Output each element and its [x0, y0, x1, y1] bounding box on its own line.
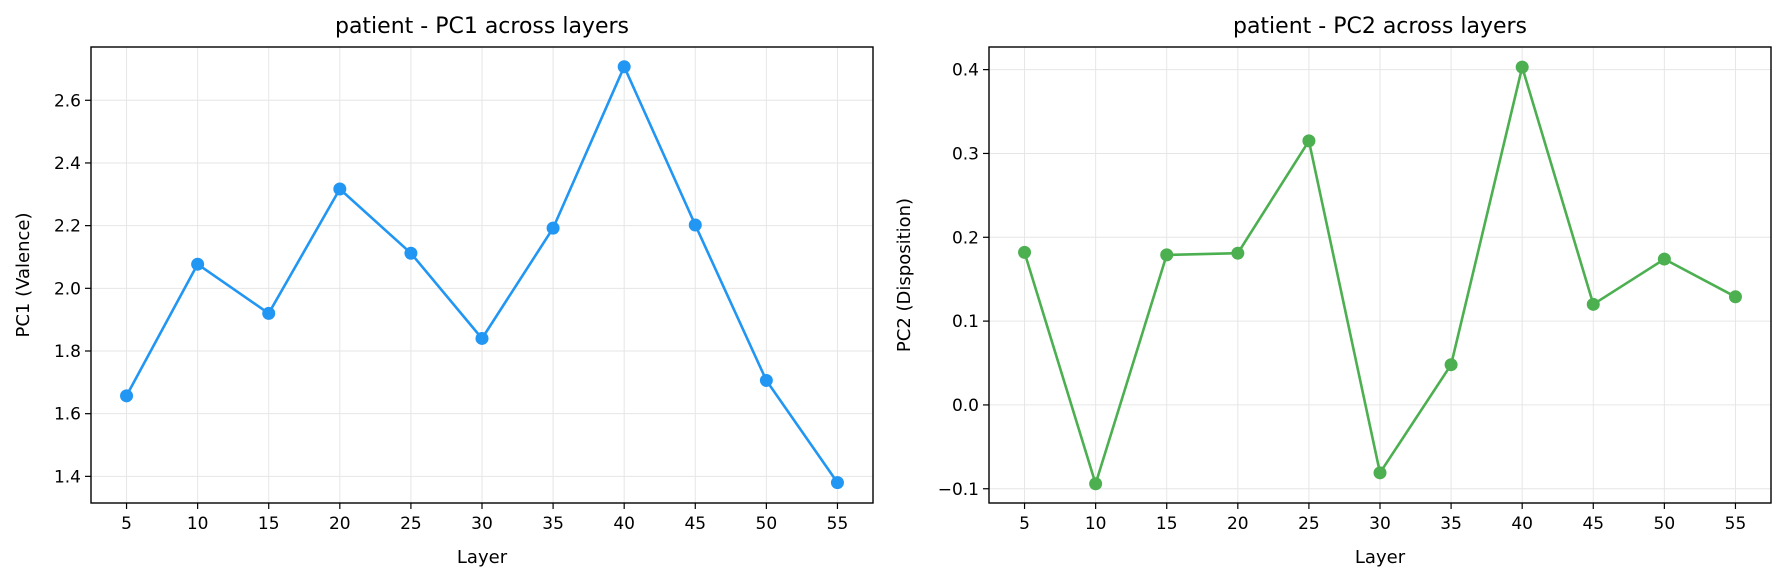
x-tick-label: 15 — [258, 514, 280, 534]
data-point — [1160, 248, 1174, 262]
data-point — [120, 389, 134, 403]
x-tick-label: 50 — [1654, 514, 1676, 534]
x-tick-label: 45 — [1582, 514, 1604, 534]
x-tick-label: 50 — [756, 514, 778, 534]
data-point — [1373, 466, 1387, 480]
y-tick-label: 1.6 — [54, 405, 81, 425]
y-tick-label: 2.2 — [54, 217, 81, 237]
x-tick-label: 40 — [1511, 514, 1533, 534]
data-point — [404, 246, 418, 260]
x-tick-label: 35 — [542, 514, 564, 534]
data-point — [759, 373, 773, 387]
y-tick-label: 1.8 — [54, 342, 81, 362]
data-point — [475, 331, 489, 345]
y-axis-label: PC1 (Valence) — [13, 212, 34, 337]
data-point — [1728, 290, 1742, 304]
x-tick-label: 40 — [613, 514, 635, 534]
x-tick-label: 10 — [187, 514, 209, 534]
y-tick-label: 0.4 — [952, 61, 979, 81]
x-tick-label: 20 — [1227, 514, 1249, 534]
y-tick-label: 1.4 — [54, 467, 81, 487]
x-tick-label: 25 — [1298, 514, 1320, 534]
y-tick-label: 0.2 — [952, 228, 979, 248]
x-axis-label: Layer — [457, 547, 508, 568]
data-point — [1231, 246, 1245, 260]
x-tick-label: 35 — [1440, 514, 1462, 534]
x-tick-label: 55 — [827, 514, 849, 534]
data-point — [1089, 477, 1103, 491]
chart-title: patient - PC2 across layers — [1233, 14, 1527, 39]
y-tick-label: 0.0 — [952, 396, 979, 416]
y-tick-label: −0.1 — [938, 480, 979, 500]
data-point — [191, 257, 205, 271]
data-point — [1515, 60, 1529, 74]
data-point — [688, 218, 702, 232]
x-tick-label: 5 — [121, 514, 132, 534]
data-point — [1444, 358, 1458, 372]
data-point — [1657, 252, 1671, 266]
chart-title: patient - PC1 across layers — [335, 14, 629, 39]
data-point — [1018, 245, 1032, 259]
data-point — [546, 221, 560, 235]
x-tick-label: 55 — [1725, 514, 1747, 534]
data-point — [1302, 134, 1316, 148]
data-point — [830, 476, 844, 490]
chart-2: 5 10 15 20 25 30 35 40 45 50 55 −0.1 0.0 0.1 0.2 0.3 0.4… — [894, 14, 1772, 568]
x-tick-label: 30 — [1369, 514, 1391, 534]
y-tick-label: 0.1 — [952, 312, 979, 332]
y-tick-label: 2.4 — [54, 154, 81, 174]
x-axis-label: Layer — [1355, 547, 1406, 568]
x-tick-label: 25 — [400, 514, 422, 534]
y-tick-label: 2.0 — [54, 279, 81, 299]
x-tick-label: 15 — [1156, 514, 1178, 534]
x-tick-label: 5 — [1019, 514, 1030, 534]
x-tick-label: 20 — [329, 514, 351, 534]
data-point — [1586, 297, 1600, 311]
chart-1: 5 10 15 20 25 30 35 40 45 50 55 1.4 1.6 1.8 2.0 2.2 2.4 2… — [13, 14, 874, 568]
data-point — [262, 306, 276, 320]
y-tick-label: 2.6 — [54, 91, 81, 111]
x-tick-label: 45 — [684, 514, 706, 534]
y-axis-label: PC2 (Disposition) — [894, 198, 915, 352]
x-tick-label: 30 — [471, 514, 493, 534]
y-tick-label: 0.3 — [952, 144, 979, 164]
data-point — [333, 182, 347, 196]
x-tick-label: 10 — [1085, 514, 1107, 534]
data-point — [617, 60, 631, 74]
